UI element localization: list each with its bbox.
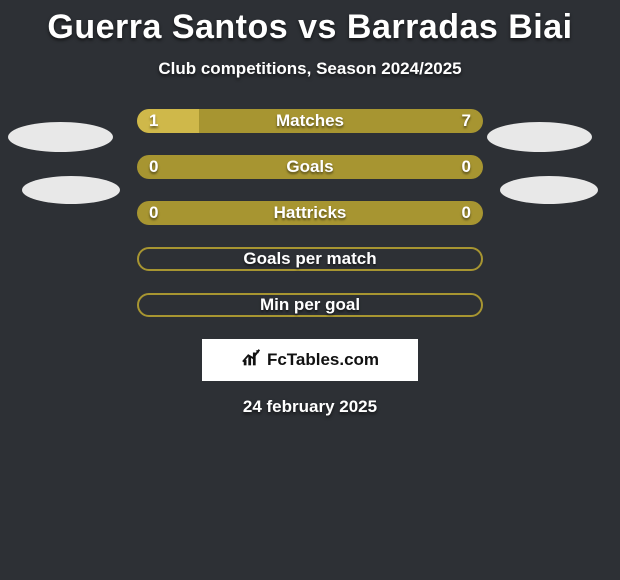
logo-inner: FcTables.com: [241, 347, 379, 374]
stat-label: Goals per match: [139, 249, 481, 269]
logo-box[interactable]: FcTables.com: [202, 339, 418, 381]
stat-label: Min per goal: [139, 295, 481, 315]
player-oval: [500, 176, 598, 204]
player-oval: [8, 122, 113, 152]
page-title: Guerra Santos vs Barradas Biai: [0, 0, 620, 47]
stat-row-hattricks: 00Hattricks: [137, 201, 483, 225]
stat-row-matches: 17Matches: [137, 109, 483, 133]
stat-label: Hattricks: [137, 203, 483, 223]
stat-label: Matches: [137, 111, 483, 131]
stat-row-goals-per-match: Goals per match: [137, 247, 483, 271]
logo-text: FcTables.com: [267, 350, 379, 370]
player-oval: [487, 122, 592, 152]
stat-row-min-per-goal: Min per goal: [137, 293, 483, 317]
stat-row-goals: 00Goals: [137, 155, 483, 179]
date-text: 24 february 2025: [0, 397, 620, 417]
logo-chart-icon: [241, 347, 263, 374]
stats-container: 17Matches 00Goals 00Hattricks Goals per mat…: [137, 109, 483, 317]
player-oval: [22, 176, 120, 204]
stat-label: Goals: [137, 157, 483, 177]
subtitle: Club competitions, Season 2024/2025: [0, 59, 620, 79]
